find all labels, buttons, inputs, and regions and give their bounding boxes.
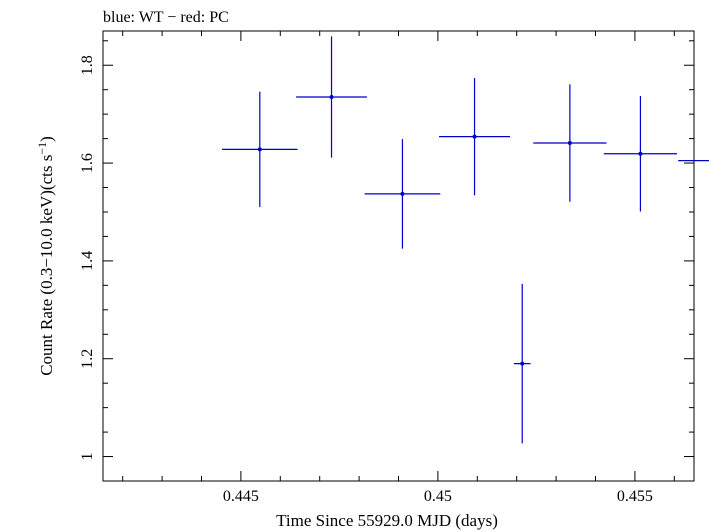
y-axis-label-superscript: −1 [35, 142, 49, 155]
point-marker [257, 147, 262, 152]
point-marker [520, 361, 525, 366]
point-marker [638, 151, 643, 156]
y-tick-label: 1.4 [79, 251, 96, 271]
y-tick-label: 1 [79, 453, 96, 461]
plot-frame [102, 30, 695, 482]
data-point [533, 84, 607, 202]
point-marker [329, 95, 334, 100]
y-axis-label-suffix: ) [37, 136, 56, 142]
y-tick-label: 1.2 [79, 349, 96, 369]
y-tick-label: 1.8 [79, 55, 96, 75]
point-marker [400, 191, 405, 196]
axis-ticks [103, 31, 694, 482]
y-tick-label: 1.6 [79, 153, 96, 173]
x-tick-label: 0.455 [617, 488, 653, 505]
tick-labels: 0.445 0.45 0.455 1 1.2 1.4 1.6 1.8 [79, 55, 653, 505]
x-tick-label: 0.445 [223, 488, 259, 505]
point-marker [472, 134, 477, 139]
data-point [296, 36, 367, 158]
y-axis-label: Count Rate (0.3−10.0 keV)(cts s−1) [35, 136, 56, 376]
y-axis-label-main: Count Rate (0.3−10.0 keV)(cts s [37, 155, 56, 376]
chart-title: blue: WT − red: PC [103, 9, 229, 26]
data-point [678, 160, 709, 162]
point-marker [567, 141, 572, 146]
x-tick-label: 0.45 [424, 488, 452, 505]
data-point [603, 96, 678, 212]
data-point [513, 283, 531, 444]
data-point [439, 77, 511, 196]
data-point [221, 91, 298, 208]
data-point [364, 139, 441, 249]
x-axis-label: Time Since 55929.0 MJD (days) [276, 511, 498, 530]
data-points [221, 36, 709, 444]
